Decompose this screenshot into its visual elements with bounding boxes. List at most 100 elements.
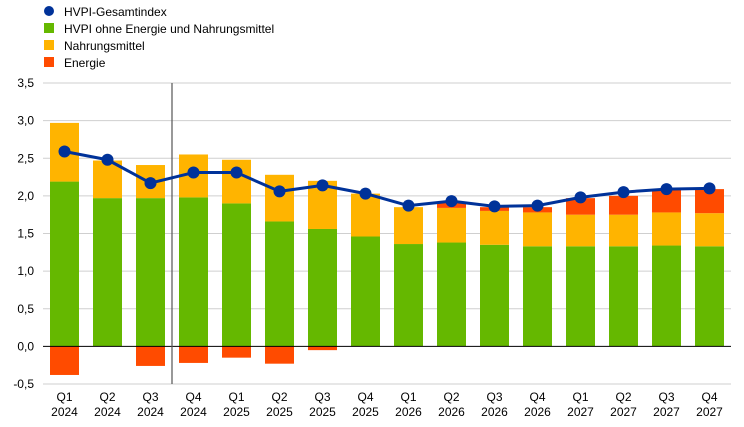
x-tick-label: Q1 [572,390,588,404]
series-point [402,199,415,212]
x-tick-label: Q2 [271,390,287,404]
series-point [58,145,71,158]
x-tick-label: 2026 [524,405,551,419]
x-tick-label: Q2 [99,390,115,404]
series-point [531,199,544,212]
legend-label: HVPI-Gesamtindex [64,5,167,19]
bar-segment [179,346,208,363]
y-tick-label: 2,0 [17,189,34,203]
series-line [64,150,710,208]
bar-segment [50,346,79,375]
bar-segment [351,193,380,237]
bar-segment [50,181,79,347]
series-point [703,182,716,195]
bar-segment [437,242,466,347]
series-point [316,179,329,192]
y-tick-label: -0,5 [13,377,34,391]
series-point [101,153,114,166]
x-tick-label: 2027 [567,405,594,419]
legend-marker [44,6,54,16]
series-point [617,186,630,199]
bar-segment [480,210,509,245]
bar-segment [265,174,294,222]
bar-segment [609,214,638,247]
series-point [187,166,200,179]
x-tick-label: Q4 [357,390,373,404]
y-tick-label: 2,5 [17,151,34,165]
bar-segment [609,195,638,215]
series-point [574,191,587,204]
bar-segment [523,246,552,347]
x-tick-label: 2026 [438,405,465,419]
bar-segment [566,246,595,347]
x-tick-label: 2027 [610,405,637,419]
bar-segment [437,207,466,243]
x-tick-label: Q3 [486,390,502,404]
legend-label: HVPI ohne Energie und Nahrungsmittel [64,22,274,36]
x-tick-label: Q4 [185,390,201,404]
series-point [273,185,286,198]
series-point [660,183,673,196]
y-tick-label: 0,5 [17,302,34,316]
bar-segment [222,203,251,347]
line-series [58,145,716,213]
x-tick-label: Q2 [615,390,631,404]
y-tick-label: 1,0 [17,264,34,278]
x-tick-label: 2026 [481,405,508,419]
bar-segment [308,228,337,347]
x-tick-label: 2024 [180,405,207,419]
legend-marker [44,57,54,67]
x-tick-label: Q1 [400,390,416,404]
x-tick-label: 2024 [94,405,121,419]
x-tick-label: 2025 [352,405,379,419]
legend-marker [44,23,54,33]
series-point [144,177,157,190]
series-point [445,195,458,208]
legend: HVPI-Gesamtindex HVPI ohne Energie und Na… [44,5,274,70]
legend-marker [44,40,54,50]
x-tick-label: Q1 [56,390,72,404]
x-tick-label: 2027 [653,405,680,419]
bar-segment [222,346,251,358]
bar-segment [308,346,337,351]
x-tick-label: Q4 [529,390,545,404]
series-point [230,166,243,179]
y-axis-tick-labels: -0,5 0,0 0,5 1,0 1,5 2,0 2,5 3,0 3,5 [13,76,34,391]
bars [50,122,724,375]
axes [43,83,731,384]
y-tick-label: 3,5 [17,76,34,90]
legend-label: Nahrungsmittel [64,39,145,53]
y-tick-label: 3,0 [17,114,34,128]
bar-segment [652,212,681,246]
x-tick-label: Q3 [658,390,674,404]
bar-segment [609,246,638,347]
bar-segment [652,245,681,347]
bar-segment [351,236,380,347]
bar-segment [695,246,724,347]
bar-segment [566,198,595,215]
x-tick-label: 2027 [696,405,723,419]
x-tick-label: Q3 [314,390,330,404]
series-point [359,187,372,200]
x-tick-label: 2025 [309,405,336,419]
bar-segment [652,189,681,213]
bar-segment [265,221,294,347]
bar-segment [93,160,122,199]
x-tick-label: 2025 [223,405,250,419]
x-tick-label: Q1 [228,390,244,404]
bar-segment [566,214,595,247]
bar-segment [136,198,165,347]
bar-segment [695,213,724,247]
y-tick-label: 0,0 [17,339,34,353]
x-tick-label: 2024 [51,405,78,419]
bar-segment [394,207,423,245]
bar-segment [523,212,552,247]
bar-segment [480,244,509,347]
x-tick-label: Q4 [701,390,717,404]
series-point [488,200,501,213]
x-tick-label: Q2 [443,390,459,404]
bar-segment [179,197,208,347]
legend-label: Energie [64,56,106,70]
